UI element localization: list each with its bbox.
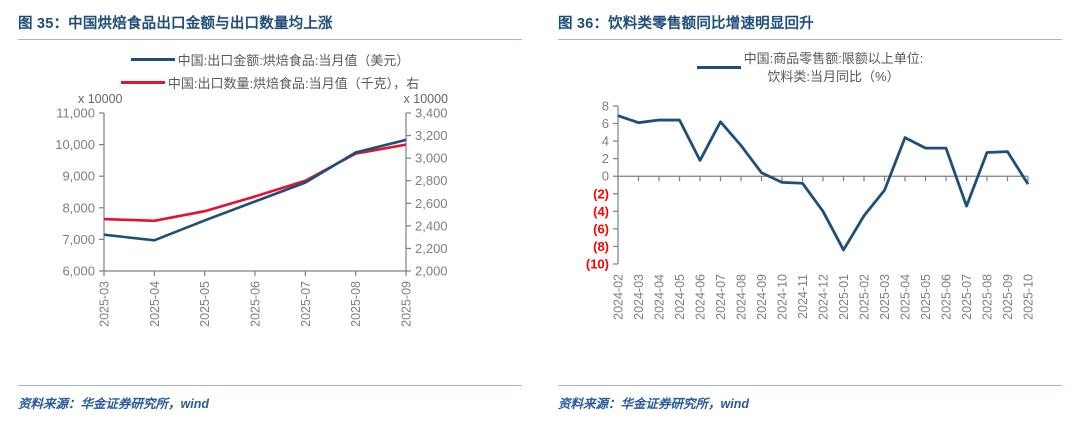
left-y-tick-label: 6,000 [62, 264, 95, 279]
x-tick-label: 2025-06 [940, 274, 954, 320]
x-tick-label: 2024-08 [735, 274, 749, 320]
legend-item-export-quantity: 中国:出口数量:烘焙食品:当月值（千克），右 [120, 73, 420, 92]
legend-line-swatch-blue [696, 65, 741, 70]
x-tick-label: 2025-07 [960, 274, 974, 320]
y-tick-label: 4 [602, 134, 609, 149]
figure-35-source-text: 资料来源：华金证券研究所，wind [18, 397, 209, 411]
figure-35-panel: 图 35：中国烘焙食品出口金额与出口数量均上涨 中国:出口金额:烘焙食品:当月值… [18, 16, 522, 412]
left-y-tick-label: 10,000 [55, 137, 95, 152]
figure-36-panel: 图 36：饮料类零售额同比增速明显回升 中国:商品零售额:限额以上单位: 饮料类… [540, 0, 1080, 426]
figure-36-source-rule [558, 385, 1062, 386]
x-tick-label: 2024-09 [755, 274, 769, 320]
x-tick-label: 2025-06 [249, 281, 263, 327]
right-y-tick-label: 3,400 [415, 107, 448, 121]
right-y-tick-label: 2,400 [415, 218, 448, 233]
figure-35-svg: 11,000 10,000 9,000 8,000 7,000 6,000 3,400 3,2… [55, 107, 448, 327]
figure-36-svg: 8 6 4 2 0 (2) (4) (6) (8) (10)2024-02 2024-03 2024-… [586, 100, 1036, 320]
right-y-tick-label: 3,200 [415, 128, 448, 143]
left-y-tick-label: 8,000 [62, 200, 95, 215]
x-tick-label: 2025-03 [98, 281, 112, 327]
figure-36-title-rule [558, 39, 1062, 40]
legend-line-swatch-red [120, 80, 165, 85]
right-y-tick-label: 3,000 [415, 151, 448, 166]
x-tick-label: 2024-12 [817, 274, 831, 320]
x-tick-label: 2025-04 [148, 281, 162, 327]
y-tick-label: 8 [602, 100, 609, 114]
series-line-export-quantity [103, 143, 407, 223]
legend-item-export-value: 中国:出口金额:烘焙食品:当月值（美元） [130, 50, 410, 69]
x-tick-label: 2025-03 [878, 274, 892, 320]
figure-35-chart: 11,000 10,000 9,000 8,000 7,000 6,000 3,400 3,2… [18, 107, 522, 367]
left-axis-unit-label: x 10000 [78, 92, 123, 106]
y-tick-label: 0 [602, 169, 609, 184]
left-y-tick-label: 11,000 [56, 107, 95, 121]
figure-35-title: 图 35：中国烘焙食品出口金额与出口数量均上涨 [18, 16, 333, 32]
x-tick-label: 2024-07 [714, 274, 728, 320]
right-y-tick-label: 2,200 [415, 241, 448, 256]
left-y-tick-label: 7,000 [62, 232, 95, 247]
x-tick-label: 2025-05 [919, 274, 933, 320]
figure-36-source: 资料来源：华金证券研究所，wind [558, 385, 1062, 412]
series-line-export-value [103, 138, 407, 242]
x-tick-label: 2025-01 [837, 274, 851, 320]
x-tick-label: 2025-04 [899, 274, 913, 320]
x-tick-label: 2025-02 [858, 274, 872, 320]
x-tick-label: 2024-03 [632, 274, 646, 320]
figure-36-chart: 8 6 4 2 0 (2) (4) (6) (8) (10) 2024-02 2024-03 2024-… [558, 100, 1062, 360]
figure-35-legend: 中国:出口金额:烘焙食品:当月值（美元） 中国:出口数量:烘焙食品:当月值（千克… [18, 50, 522, 92]
x-tick-label: 2024-04 [653, 274, 667, 320]
right-y-tick-label: 2,000 [415, 264, 448, 279]
x-tick-label: 2025-07 [299, 281, 313, 327]
y-tick-label: 2 [602, 151, 609, 166]
x-tick-label: 2024-05 [673, 274, 687, 320]
legend-line-swatch-blue [130, 57, 175, 62]
figure-35-unit-row: x 10000 x 10000 [18, 92, 522, 107]
x-tick-label: 2025-09 [400, 281, 414, 327]
right-y-tick-label: 2,600 [415, 196, 448, 211]
figure-36-unit-row [558, 85, 1062, 100]
legend-label-beverage-retail-line2: 饮料类:当月同比（%） [767, 68, 900, 84]
y-tick-label-negative: (4) [593, 204, 609, 219]
right-axis-unit-label: x 10000 [403, 92, 448, 106]
figure-35-title-rule [18, 39, 522, 40]
x-tick-label: 2025-08 [981, 274, 995, 320]
right-y-tick-label: 2,800 [415, 173, 448, 188]
y-tick-label: 6 [602, 116, 609, 131]
figure-35-source: 资料来源：华金证券研究所，wind [18, 385, 522, 412]
left-y-tick-label: 9,000 [62, 169, 95, 184]
series-line-beverage-retail [617, 114, 1030, 252]
figure-36-source-text: 资料来源：华金证券研究所，wind [558, 397, 749, 411]
legend-label-export-quantity: 中国:出口数量:烘焙食品:当月值（千克），右 [167, 76, 420, 91]
x-tick-label: 2024-02 [612, 274, 626, 320]
y-tick-label-negative: (6) [593, 221, 609, 236]
x-tick-label: 2024-10 [776, 274, 790, 320]
x-tick-label: 2025-10 [1022, 274, 1036, 320]
legend-label-export-value: 中国:出口金额:烘焙食品:当月值（美元） [177, 53, 410, 68]
figure-36-legend: 中国:商品零售额:限额以上单位: 饮料类:当月同比（%） [558, 50, 1062, 85]
y-tick-label-negative: (8) [593, 239, 609, 254]
legend-label-beverage-retail-line1: 中国:商品零售额:限额以上单位: [743, 51, 924, 66]
x-tick-label: 2025-05 [198, 281, 212, 327]
figure-35-source-rule [18, 385, 522, 386]
y-tick-label-negative: (2) [593, 186, 609, 201]
legend-item-beverage-retail: 中国:商品零售额:限额以上单位: 饮料类:当月同比（%） [696, 50, 924, 85]
x-tick-label: 2024-06 [694, 274, 708, 320]
x-tick-label: 2025-09 [1001, 274, 1015, 320]
x-tick-label: 2025-08 [349, 281, 363, 327]
figure-36-title: 图 36：饮料类零售额同比增速明显回升 [558, 16, 814, 32]
x-tick-label: 2024-11 [796, 274, 810, 319]
y-tick-label-negative: (10) [586, 257, 609, 272]
